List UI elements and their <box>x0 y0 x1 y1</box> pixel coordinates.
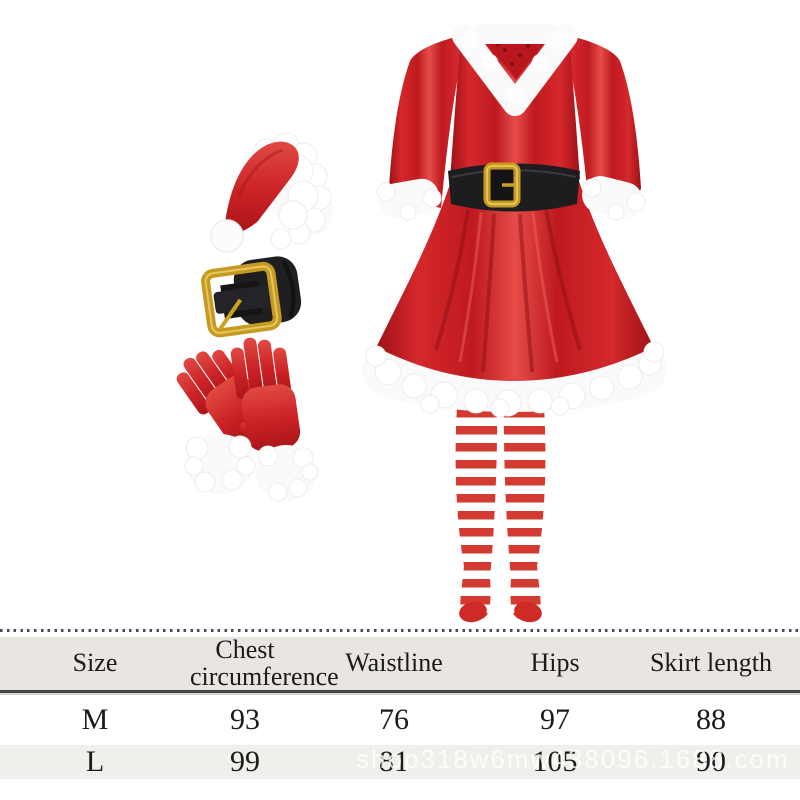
col-header-skirt-length: Skirt length <box>622 637 800 694</box>
skirt-length-value: 90 <box>622 745 800 780</box>
santa-dress-image <box>362 24 667 418</box>
santa-hat-image <box>210 132 333 253</box>
chest-value: 99 <box>190 745 300 780</box>
table-row-l: L 99 81 105 90 <box>0 745 800 780</box>
gloves-image <box>176 337 319 502</box>
col-header-size: Size <box>0 637 190 694</box>
col-header-waistline: Waistline <box>300 637 488 694</box>
table-row-m: M 93 76 97 88 <box>0 693 800 746</box>
col-header-hips: Hips <box>488 637 622 694</box>
chest-value: 93 <box>190 693 300 746</box>
hips-value: 97 <box>488 693 622 746</box>
hips-value: 105 <box>488 745 622 780</box>
size-value: L <box>0 745 190 780</box>
size-value: M <box>0 693 190 746</box>
belt-image <box>201 256 302 338</box>
header-row: Size Chest circumference Waistline Hips … <box>0 636 800 694</box>
dotted-divider <box>0 629 800 632</box>
costume-photo <box>176 24 667 623</box>
skirt-length-value: 88 <box>622 693 800 746</box>
watermark: shop318w6mw438096.1688.com <box>356 744 790 774</box>
col-header-chest: Chest circumference <box>190 636 339 694</box>
striped-stockings-image <box>455 392 546 623</box>
waistline-value: 76 <box>300 693 488 746</box>
waistline-value: 81 <box>300 745 488 780</box>
size-table-section: Size Chest circumference Waistline Hips … <box>0 629 800 780</box>
size-table: Size Chest circumference Waistline Hips … <box>0 636 800 780</box>
